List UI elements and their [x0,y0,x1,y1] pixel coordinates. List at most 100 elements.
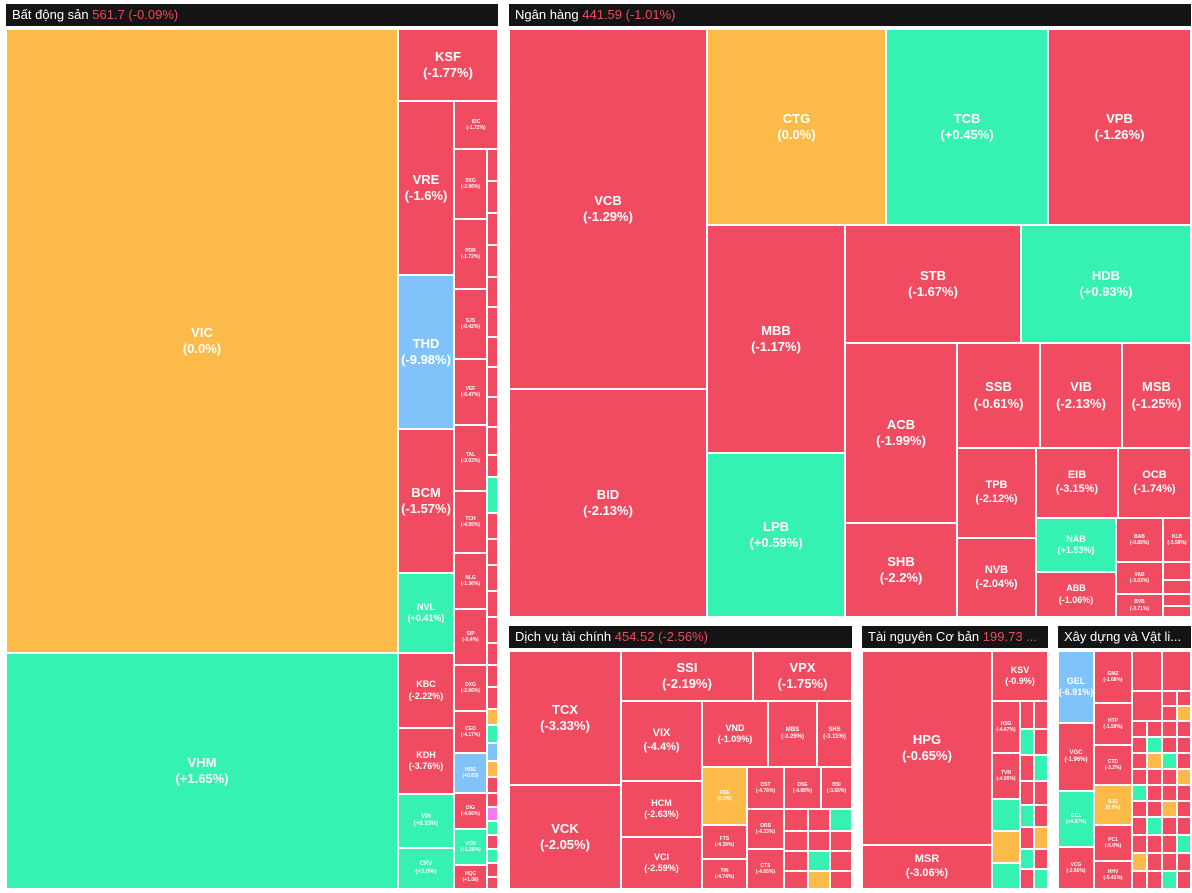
stock-tile-cc1[interactable]: CC1 (+4.87%) [1058,791,1094,847]
stock-tile-small[interactable] [1162,871,1177,889]
stock-tile-small[interactable] [487,149,498,181]
stock-tile-small[interactable] [1147,737,1162,753]
stock-tile-bab[interactable]: BAB (-0.85%) [1116,518,1163,562]
stock-tile-small[interactable] [487,367,498,397]
stock-tile-crv[interactable]: CRV (+3.0%) [398,848,454,889]
stock-tile-small[interactable] [830,851,852,871]
stock-tile-small[interactable] [808,831,830,851]
stock-tile-vgc[interactable]: VGC (-1.96%) [1058,723,1094,791]
stock-tile-small[interactable] [1177,691,1191,706]
stock-tile-small[interactable] [487,743,498,761]
stock-tile-vre[interactable]: VRE (-1.6%) [398,101,454,275]
stock-tile-hcm[interactable]: HCM (-2.63%) [621,781,702,837]
stock-tile-small[interactable] [830,809,852,831]
stock-tile-ctg[interactable]: CTG (0.0%) [707,29,886,225]
stock-tile-small[interactable] [1147,835,1162,853]
stock-tile-small[interactable] [487,477,498,513]
stock-tile-fbe[interactable]: FBE (0.0%) [702,767,747,825]
stock-tile-small[interactable] [1020,869,1034,889]
stock-tile-small[interactable] [1177,801,1191,817]
stock-tile-hsg[interactable]: HSG (-4.67%) [992,701,1020,753]
stock-tile-hdg[interactable]: HDG (+0.63) [454,753,487,793]
stock-tile-small[interactable] [1020,827,1034,849]
stock-tile-bid[interactable]: BID (-2.13%) [509,389,707,617]
stock-tile-nlg[interactable]: NLG (-1.36%) [454,553,487,609]
stock-tile-small[interactable] [1020,701,1034,729]
stock-tile-small[interactable] [1034,849,1048,869]
stock-tile-small[interactable] [1132,753,1147,769]
stock-tile-small[interactable] [487,835,498,849]
stock-tile-small[interactable] [487,397,498,427]
stock-tile-small[interactable] [1163,594,1191,606]
stock-tile-small[interactable] [1132,801,1147,817]
stock-tile-small[interactable] [992,799,1020,831]
stock-tile-small[interactable] [1162,706,1177,721]
stock-tile-stb[interactable]: STB (-1.67%) [845,225,1021,343]
stock-tile-small[interactable] [1147,769,1162,785]
stock-tile-small[interactable] [487,725,498,743]
stock-tile-small[interactable] [830,871,852,889]
stock-tile-vef[interactable]: VEF (-0.47%) [454,359,487,425]
stock-tile-small[interactable] [487,565,498,591]
stock-tile-small[interactable] [830,831,852,851]
stock-tile-small[interactable] [487,181,498,213]
stock-tile-bcm[interactable]: BCM (-1.57%) [398,429,454,573]
stock-tile-ocb[interactable]: OCB (-1.74%) [1118,448,1191,518]
stock-tile-small[interactable] [992,863,1020,889]
stock-tile-small[interactable] [784,809,808,831]
stock-tile-tcb[interactable]: TCB (+0.45%) [886,29,1048,225]
stock-tile-dse[interactable]: DSE (-4.88%) [784,767,821,809]
sector-header-bat-dong-san[interactable]: Bất động sản 561.7 (-0.09%) [6,4,498,26]
stock-tile-tal[interactable]: TAL (-3.02%) [454,425,487,491]
stock-tile-small[interactable] [487,709,498,725]
stock-tile-small[interactable] [487,665,498,687]
sector-header-xay-dung[interactable]: Xây dựng và Vật li... [1058,626,1191,648]
stock-tile-small[interactable] [487,427,498,455]
stock-tile-tin[interactable]: TIN (-4.74%) [702,859,747,889]
stock-tile-vib[interactable]: VIB (-2.13%) [1040,343,1122,448]
stock-tile-small[interactable] [487,307,498,337]
stock-tile-small[interactable] [1034,755,1048,781]
stock-tile-vck[interactable]: VCK (-2.05%) [509,785,621,889]
stock-tile-small[interactable] [1132,835,1147,853]
stock-tile-small[interactable] [1162,853,1177,871]
stock-tile-small[interactable] [1162,785,1177,801]
stock-tile-small[interactable] [1162,801,1177,817]
stock-tile-vcb[interactable]: VCB (-1.29%) [509,29,707,389]
stock-tile-small[interactable] [487,513,498,539]
stock-tile-fts[interactable]: FTS (-4.39%) [702,825,747,859]
stock-tile-msb[interactable]: MSB (-1.25%) [1122,343,1191,448]
stock-tile-small[interactable] [1147,817,1162,835]
stock-tile-vcn[interactable]: VCN (+1.28%) [454,829,487,865]
stock-tile-small[interactable] [487,277,498,307]
stock-tile-small[interactable] [1132,871,1147,889]
stock-tile-small[interactable] [487,337,498,367]
stock-tile-small[interactable] [1147,871,1162,889]
stock-tile-small[interactable] [808,851,830,871]
stock-tile-small[interactable] [784,851,808,871]
stock-tile-nvl[interactable]: NVL (+0.41%) [398,573,454,653]
stock-tile-small[interactable] [1034,869,1048,889]
stock-tile-dst[interactable]: DST (-4.76%) [747,767,784,809]
stock-tile-small[interactable] [1147,785,1162,801]
stock-tile-small[interactable] [1177,737,1191,753]
stock-tile-small[interactable] [1034,729,1048,755]
stock-tile-small[interactable] [487,877,498,889]
stock-tile-abb[interactable]: ABB (-1.06%) [1036,572,1116,617]
stock-tile-small[interactable] [1034,781,1048,805]
stock-tile-small[interactable] [487,821,498,835]
stock-tile-tpb[interactable]: TPB (-2.12%) [957,448,1036,538]
stock-tile-vab[interactable]: VAB (-3.03%) [1116,562,1163,594]
sector-header-dich-vu-tai-chinh[interactable]: Dịch vụ tài chính 454.52 (-2.56%) [509,626,852,648]
stock-tile-tvn[interactable]: TVN (-4.95%) [992,753,1020,799]
stock-tile-vix[interactable]: VIX (-4.4%) [621,701,702,781]
stock-tile-ors[interactable]: ORS (-4.33%) [747,809,784,849]
stock-tile-small[interactable] [487,807,498,821]
stock-tile-sxg[interactable]: SXG (-2.06%) [454,149,487,219]
stock-tile-klb[interactable]: KLB (-3.58%) [1163,518,1191,562]
stock-tile-vhm[interactable]: VHM (+1.65%) [6,653,398,889]
stock-tile-pc1[interactable]: PC1 (-5.0%) [1094,825,1132,861]
stock-tile-htp[interactable]: HTP (-1.58%) [1094,703,1132,745]
stock-tile-small[interactable] [784,831,808,851]
stock-tile-small[interactable] [1020,755,1034,781]
